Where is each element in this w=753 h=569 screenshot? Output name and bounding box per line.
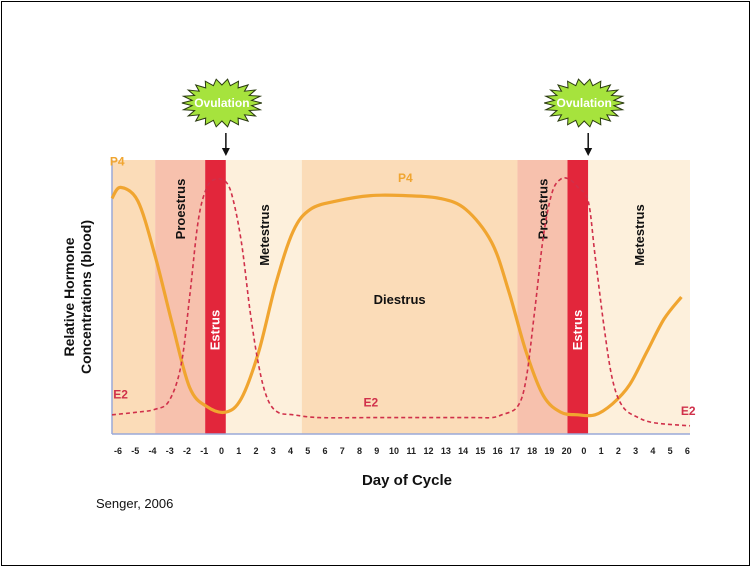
- series-line-e2: [111, 177, 691, 427]
- source-credit: Senger, 2006: [96, 496, 174, 511]
- x-tick-label: 3: [271, 446, 276, 456]
- x-tick-label: 1: [236, 446, 241, 456]
- x-tick-label: 15: [475, 446, 485, 456]
- x-tick-label: 3: [633, 446, 638, 456]
- phase-band: [112, 160, 156, 434]
- ovulation-arrow-head: [221, 148, 230, 156]
- x-tick-label: 2: [254, 446, 259, 456]
- ovulation-label: Ovulation: [557, 96, 612, 110]
- x-tick-label: -6: [114, 446, 122, 456]
- x-tick-label: 5: [305, 446, 310, 456]
- x-tick-label: 8: [357, 446, 362, 456]
- x-tick-label: 20: [562, 446, 572, 456]
- phase-label: Diestrus: [374, 292, 426, 307]
- series-label: E2: [681, 404, 696, 418]
- x-tick-label: 4: [650, 446, 655, 456]
- phase-band: [225, 160, 302, 434]
- x-tick-label: -2: [183, 446, 191, 456]
- phase-band: [588, 160, 690, 434]
- series-line-p4: [110, 185, 683, 418]
- ovulation-markers: Ovulation Ovulation: [181, 78, 625, 156]
- x-tick-label: -5: [131, 446, 139, 456]
- phase-bands: [112, 160, 690, 434]
- x-tick-label: 17: [510, 446, 520, 456]
- x-tick-label: 13: [441, 446, 451, 456]
- ovulation-arrow-head: [584, 148, 593, 156]
- x-tick-label: 6: [685, 446, 690, 456]
- x-tick-label: 7: [340, 446, 345, 456]
- phase-band: [517, 160, 568, 434]
- x-tick-label: 11: [407, 446, 417, 456]
- phase-labels: Proestrus Estrus Metestrus Diestrus Proestru…: [173, 179, 647, 351]
- series-lines: [110, 177, 691, 427]
- x-tick-label: 4: [288, 446, 293, 456]
- x-tick-label: 0: [219, 446, 224, 456]
- x-tick-label: 10: [389, 446, 399, 456]
- series-label: P4: [398, 171, 413, 185]
- phase-label: Metestrus: [257, 204, 272, 265]
- x-tick-label: -4: [148, 446, 156, 456]
- phase-label: Proestrus: [173, 179, 188, 240]
- phase-label: Estrus: [208, 310, 223, 350]
- series-label: P4: [110, 154, 125, 168]
- x-tick-label: 16: [493, 446, 503, 456]
- x-tick-label: 12: [424, 446, 434, 456]
- x-tick-label: 1: [599, 446, 604, 456]
- x-tick-label: 6: [323, 446, 328, 456]
- phase-band: [567, 160, 589, 434]
- x-tick-label: 2: [616, 446, 621, 456]
- x-tick-label: 14: [458, 446, 468, 456]
- phase-band: [155, 160, 206, 434]
- ovulation-starburst: [543, 78, 625, 128]
- x-tick-label: 0: [581, 446, 586, 456]
- x-tick-label: 18: [527, 446, 537, 456]
- series-label: E2: [113, 387, 128, 401]
- phase-label: Metestrus: [632, 204, 647, 265]
- phase-label: Proestrus: [535, 179, 550, 240]
- phase-band: [205, 160, 226, 434]
- x-tick-label: -1: [200, 446, 208, 456]
- y-axis-label-line-1: Relative Hormone: [61, 237, 77, 356]
- y-axis-label-line-2: Concentrations (blood): [78, 220, 94, 374]
- series-label: E2: [363, 396, 378, 410]
- phase-label: Estrus: [570, 310, 585, 350]
- x-axis-label: Day of Cycle: [362, 472, 452, 489]
- ovulation-label: Ovulation: [194, 96, 249, 110]
- x-tick-label: -3: [166, 446, 174, 456]
- x-tick-label: 5: [668, 446, 673, 456]
- chart-axes: [111, 160, 690, 435]
- x-tick-label: 9: [374, 446, 379, 456]
- ovulation-starburst: [181, 78, 263, 128]
- series-labels: P4 P4 E2 E2 E2: [110, 154, 696, 417]
- x-tick-label: 19: [544, 446, 554, 456]
- x-tick-labels: -6 -5 -4 -3 -2 -1 0 1 2 3 4 5 6 7 8 9 10 11 12 13 14 15 16 17 18…: [114, 446, 690, 456]
- phase-band: [301, 160, 518, 434]
